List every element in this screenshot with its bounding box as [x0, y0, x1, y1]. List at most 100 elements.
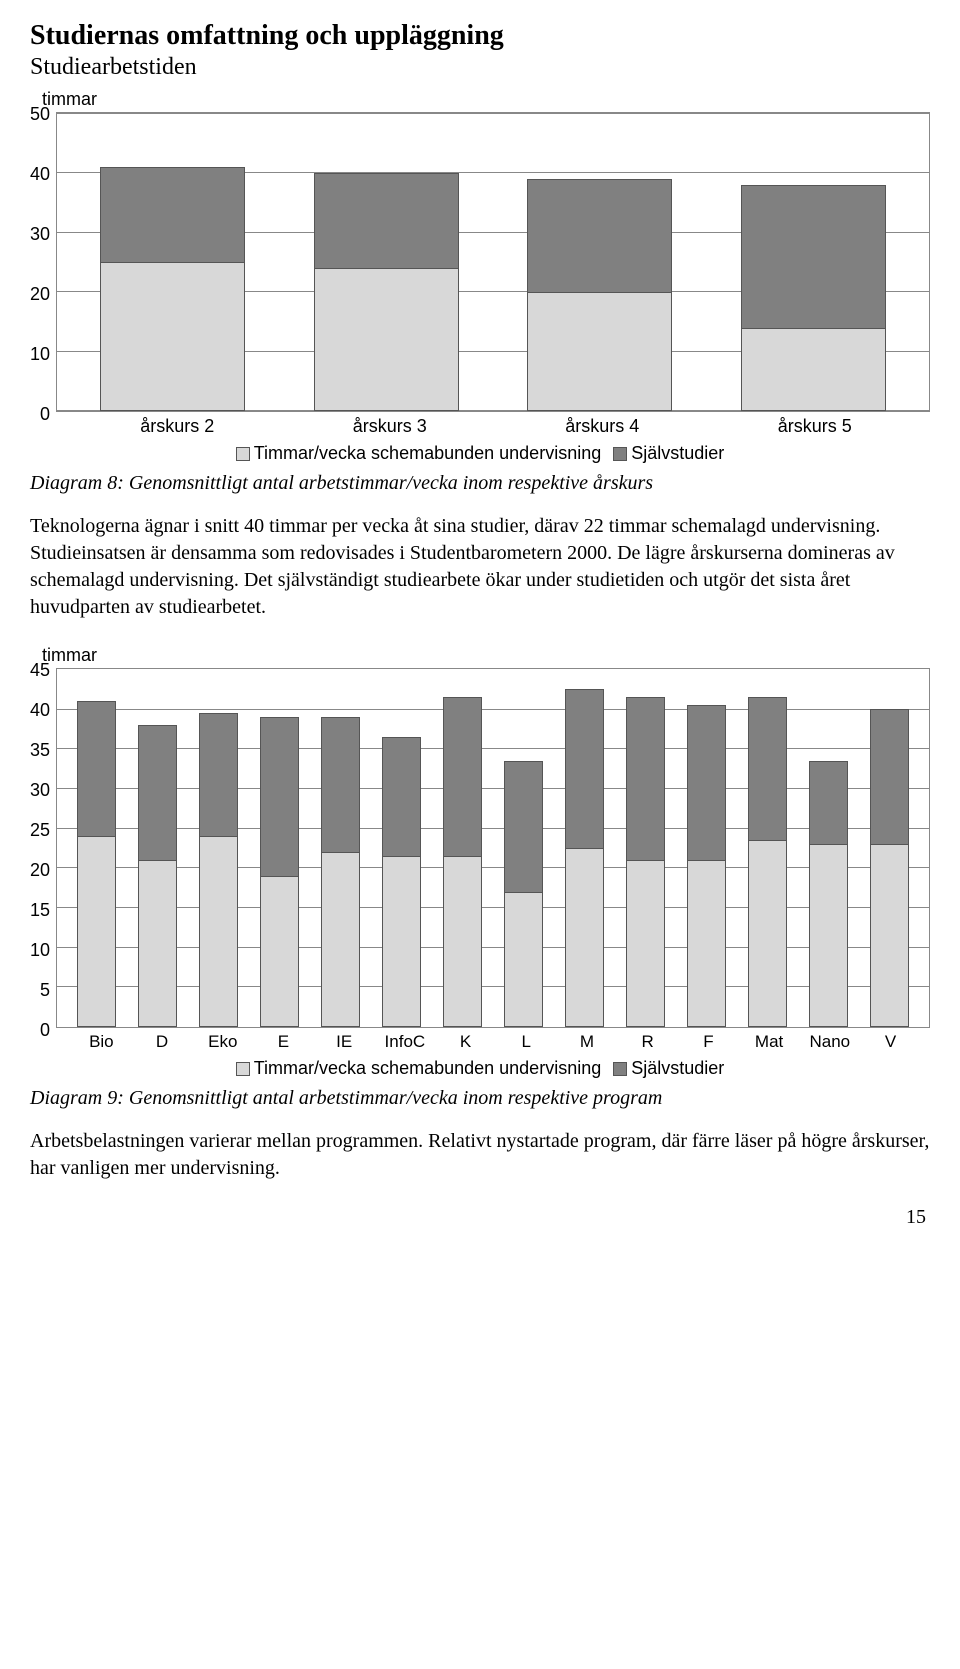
- xtick: årskurs 4: [496, 416, 709, 437]
- xtick: IE: [314, 1032, 375, 1052]
- bar-segment-bottom: [565, 848, 604, 1027]
- bar-segment-bottom: [443, 856, 482, 1027]
- bar-segment-bottom: [138, 860, 177, 1027]
- legend-item: Självstudier: [613, 443, 724, 464]
- xtick: årskurs 2: [71, 416, 284, 437]
- xtick: L: [496, 1032, 557, 1052]
- bar-segment-top: [100, 167, 245, 262]
- chart1-plot: [56, 112, 930, 412]
- xtick: R: [617, 1032, 678, 1052]
- bar: [504, 669, 543, 1027]
- chart2-legend: Timmar/vecka schemabunden undervisning Sj…: [30, 1058, 930, 1079]
- bar-segment-top: [870, 709, 909, 844]
- xtick: Mat: [739, 1032, 800, 1052]
- legend-label: Självstudier: [631, 443, 724, 464]
- legend-item: Timmar/vecka schemabunden undervisning: [236, 443, 602, 464]
- chart1-xaxis: årskurs 2årskurs 3årskurs 4årskurs 5: [62, 412, 930, 437]
- bar: [260, 669, 299, 1027]
- bar-segment-bottom: [504, 892, 543, 1027]
- bar: [626, 669, 665, 1027]
- bar-segment-top: [314, 173, 459, 268]
- bar-segment-bottom: [687, 860, 726, 1027]
- paragraph-1: Teknologerna ägnar i snitt 40 timmar per…: [30, 513, 930, 621]
- xtick: E: [253, 1032, 314, 1052]
- bar: [870, 669, 909, 1027]
- legend-swatch: [613, 1062, 627, 1076]
- bar-segment-top: [741, 185, 886, 328]
- xtick: Nano: [799, 1032, 860, 1052]
- bar: [382, 669, 421, 1027]
- legend-label: Timmar/vecka schemabunden undervisning: [254, 1058, 602, 1079]
- xtick: årskurs 5: [709, 416, 922, 437]
- legend-swatch: [613, 447, 627, 461]
- chart1-yaxis: 50403020100: [30, 112, 56, 412]
- bar: [77, 669, 116, 1027]
- bar-segment-bottom: [100, 262, 245, 411]
- bar: [314, 113, 459, 411]
- bar-segment-bottom: [741, 328, 886, 411]
- chart1: 50403020100 årskurs 2årskurs 3årskurs 4å…: [30, 112, 930, 464]
- chart1-legend: Timmar/vecka schemabunden undervisning Sj…: [30, 443, 930, 464]
- bar-segment-top: [138, 725, 177, 860]
- bar-segment-top: [626, 697, 665, 860]
- bar-segment-bottom: [626, 860, 665, 1027]
- bar: [321, 669, 360, 1027]
- bar-segment-top: [77, 701, 116, 836]
- bar-segment-top: [748, 697, 787, 840]
- page-heading: Studiernas omfattning och uppläggning: [30, 20, 930, 52]
- bar-segment-top: [527, 179, 672, 292]
- bar-segment-bottom: [260, 876, 299, 1027]
- xtick: F: [678, 1032, 739, 1052]
- bar-segment-bottom: [809, 844, 848, 1027]
- page-subheading: Studiearbetstiden: [30, 54, 930, 81]
- chart1-caption: Diagram 8: Genomsnittligt antal arbetsti…: [30, 472, 930, 495]
- bar-segment-top: [504, 761, 543, 892]
- bar: [565, 669, 604, 1027]
- chart2-plot: [56, 668, 930, 1028]
- bar-segment-bottom: [321, 852, 360, 1027]
- legend-item: Timmar/vecka schemabunden undervisning: [236, 1058, 602, 1079]
- bar-segment-bottom: [382, 856, 421, 1027]
- chart1-ylabel: timmar: [42, 89, 930, 110]
- legend-swatch: [236, 447, 250, 461]
- xtick: M: [557, 1032, 618, 1052]
- xtick: InfoC: [375, 1032, 436, 1052]
- chart2: 454035302520151050 BioDEkoEIEInfoCKLMRFM…: [30, 668, 930, 1079]
- bar: [809, 669, 848, 1027]
- legend-swatch: [236, 1062, 250, 1076]
- bar-segment-top: [565, 689, 604, 848]
- chart2-caption: Diagram 9: Genomsnittligt antal arbetsti…: [30, 1087, 930, 1110]
- legend-label: Timmar/vecka schemabunden undervisning: [254, 443, 602, 464]
- page-number: 15: [30, 1206, 930, 1229]
- chart2-yaxis: 454035302520151050: [30, 668, 56, 1028]
- bar-segment-top: [260, 717, 299, 876]
- bar: [741, 113, 886, 411]
- bar-segment-bottom: [199, 836, 238, 1027]
- bar-segment-top: [321, 717, 360, 852]
- xtick: V: [860, 1032, 921, 1052]
- bar: [527, 113, 672, 411]
- bar-segment-bottom: [748, 840, 787, 1027]
- bar-segment-bottom: [527, 292, 672, 411]
- bar-segment-top: [199, 713, 238, 836]
- xtick: D: [132, 1032, 193, 1052]
- bar: [100, 113, 245, 411]
- bar-segment-top: [382, 737, 421, 856]
- legend-item: Självstudier: [613, 1058, 724, 1079]
- chart2-ylabel: timmar: [42, 645, 930, 666]
- bar-segment-bottom: [314, 268, 459, 411]
- bar: [748, 669, 787, 1027]
- chart2-xaxis: BioDEkoEIEInfoCKLMRFMatNanoV: [62, 1028, 930, 1052]
- bar-segment-top: [443, 697, 482, 856]
- xtick: Eko: [192, 1032, 253, 1052]
- paragraph-2: Arbetsbelastningen varierar mellan progr…: [30, 1128, 930, 1182]
- bar: [138, 669, 177, 1027]
- bar-segment-bottom: [870, 844, 909, 1027]
- bar-segment-top: [687, 705, 726, 860]
- xtick: K: [435, 1032, 496, 1052]
- bar-segment-top: [809, 761, 848, 845]
- xtick: Bio: [71, 1032, 132, 1052]
- bar: [687, 669, 726, 1027]
- legend-label: Självstudier: [631, 1058, 724, 1079]
- xtick: årskurs 3: [284, 416, 497, 437]
